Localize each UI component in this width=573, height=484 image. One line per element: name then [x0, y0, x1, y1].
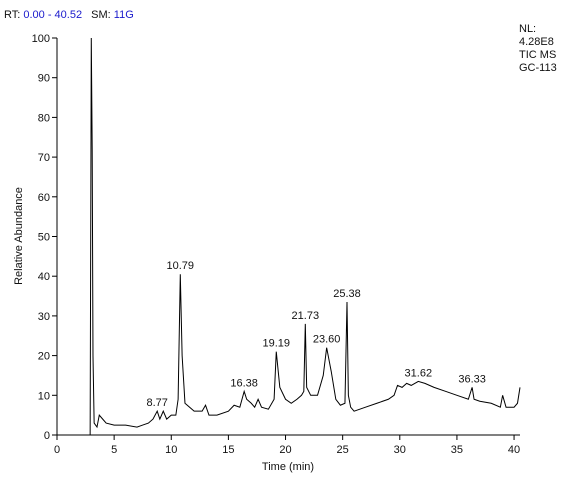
x-tick-label: 35 [451, 444, 463, 456]
y-tick-label: 90 [38, 73, 50, 85]
peak-label: 8.77 [146, 397, 167, 409]
rt-range: 0.00 - 40.52 [23, 9, 82, 21]
y-tick-label: 100 [32, 33, 50, 45]
x-tick-label: 20 [279, 444, 291, 456]
peak-label: 19.19 [263, 338, 291, 350]
x-tick-label: 30 [394, 444, 406, 456]
info-line: TIC MS [519, 49, 556, 61]
y-tick-label: 0 [44, 430, 50, 442]
x-tick-label: 15 [222, 444, 234, 456]
x-axis-label: Time (min) [262, 461, 314, 473]
y-axis-label: Relative Abundance [13, 187, 25, 285]
peak-label: 25.38 [333, 288, 361, 300]
x-tick-label: 0 [54, 444, 60, 456]
info-line: 4.28E8 [519, 36, 554, 48]
y-tick-label: 70 [38, 152, 50, 164]
peak-label: 23.60 [313, 334, 341, 346]
x-tick-label: 10 [165, 444, 177, 456]
peak-label: 31.62 [405, 367, 433, 379]
x-tick-label: 25 [337, 444, 349, 456]
sm-label: SM: [91, 9, 111, 21]
header: RT: 0.00 - 40.52 SM: 11G [4, 9, 134, 21]
rt-label: RT: [4, 9, 20, 21]
sm-value: 11G [114, 9, 134, 21]
y-tick-label: 40 [38, 271, 50, 283]
trace [89, 37, 521, 436]
x-tick-label: 5 [111, 444, 117, 456]
y-tick-label: 30 [38, 311, 50, 323]
y-tick-label: 50 [38, 232, 50, 244]
peak-label: 16.38 [230, 377, 258, 389]
y-tick-label: 20 [38, 351, 50, 363]
y-tick-label: 10 [38, 390, 50, 402]
y-tick-label: 80 [38, 112, 50, 124]
peak-label: 36.33 [458, 373, 486, 385]
peak-label: 10.79 [167, 260, 195, 272]
peak-label: 21.73 [292, 310, 320, 322]
x-tick-label: 40 [508, 444, 520, 456]
y-tick-label: 60 [38, 192, 50, 204]
info-line: NL: [519, 23, 536, 35]
info-line: GC-113 [519, 62, 557, 74]
